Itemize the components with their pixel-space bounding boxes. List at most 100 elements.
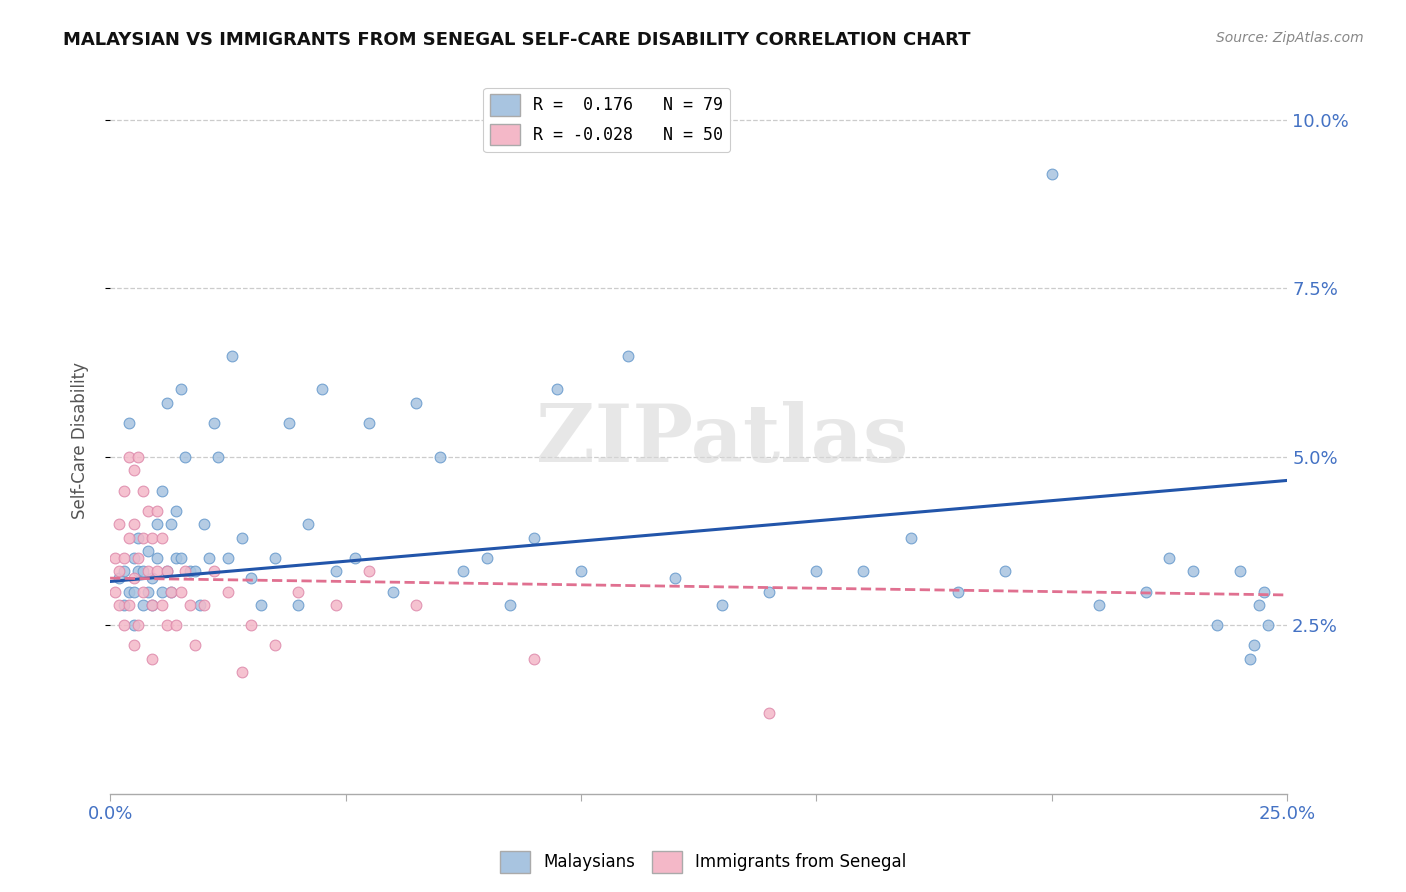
Point [193,517,215,532]
Point [132,565,155,579]
Point [155,565,177,579]
Point [202,416,225,430]
Point [249,598,271,612]
Point [122,639,145,653]
Point [118,416,141,430]
Y-axis label: Self-Care Disability: Self-Care Disability [72,361,89,518]
Point [122,571,145,585]
Point [150,584,173,599]
Point [132,584,155,599]
Point [104,550,127,565]
Point [217,550,239,565]
Point [127,550,149,565]
Point [1229,565,1251,579]
Legend: Malaysians, Immigrants from Senegal: Malaysians, Immigrants from Senegal [494,845,912,880]
Point [343,550,366,565]
Point [155,396,177,410]
Point [1247,598,1270,612]
Point [240,618,263,632]
Point [155,618,177,632]
Point [711,598,734,612]
Text: Source: ZipAtlas.com: Source: ZipAtlas.com [1216,31,1364,45]
Point [569,565,592,579]
Point [141,598,163,612]
Point [664,571,686,585]
Point [297,517,319,532]
Text: ZIPatlas: ZIPatlas [536,401,908,479]
Point [136,504,159,518]
Point [160,584,183,599]
Point [405,598,427,612]
Point [136,565,159,579]
Point [141,598,163,612]
Point [499,598,522,612]
Point [900,531,922,545]
Point [132,598,155,612]
Point [1253,584,1275,599]
Point [146,517,169,532]
Point [112,550,135,565]
Point [108,571,131,585]
Point [150,531,173,545]
Point [112,618,135,632]
Point [146,550,169,565]
Point [155,565,177,579]
Point [141,652,163,666]
Point [405,396,427,410]
Point [122,550,145,565]
Point [108,517,131,532]
Point [122,463,145,477]
Point [311,383,333,397]
Point [179,565,201,579]
Point [263,550,285,565]
Point [165,618,187,632]
Point [278,416,301,430]
Point [184,639,207,653]
Point [160,517,183,532]
Point [112,565,135,579]
Point [127,565,149,579]
Point [122,618,145,632]
Point [240,571,263,585]
Point [946,584,969,599]
Point [546,383,568,397]
Point [108,565,131,579]
Point [184,565,207,579]
Point [1040,167,1063,181]
Point [160,584,183,599]
Point [475,550,498,565]
Point [179,598,201,612]
Point [1205,618,1227,632]
Point [170,383,193,397]
Point [287,598,309,612]
Point [207,450,229,464]
Point [108,598,131,612]
Point [136,584,159,599]
Point [217,584,239,599]
Point [994,565,1017,579]
Point [325,598,347,612]
Point [174,565,197,579]
Point [150,483,173,498]
Point [118,531,141,545]
Point [127,531,149,545]
Point [758,584,780,599]
Point [174,450,197,464]
Point [132,483,155,498]
Point [150,598,173,612]
Point [165,504,187,518]
Point [357,565,380,579]
Point [118,584,141,599]
Point [193,598,215,612]
Point [523,652,546,666]
Point [165,550,187,565]
Point [221,349,243,363]
Point [146,565,169,579]
Point [1088,598,1111,612]
Point [231,531,253,545]
Point [118,598,141,612]
Point [523,531,546,545]
Point [202,565,225,579]
Point [325,565,347,579]
Point [188,598,211,612]
